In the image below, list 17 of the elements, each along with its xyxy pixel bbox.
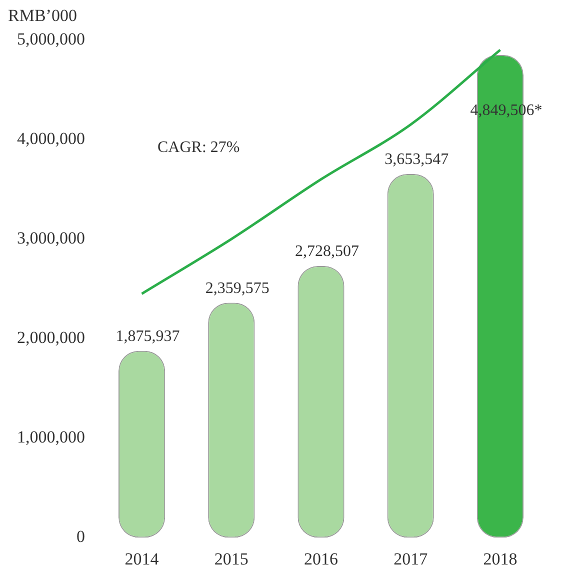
x-tick-label: 2015: [214, 549, 248, 568]
data-label: 1,875,937: [116, 328, 180, 345]
x-tick-label: 2014: [124, 549, 160, 568]
y-axis-title: RMB’000: [8, 6, 77, 26]
y-tick-label: 0: [76, 527, 85, 546]
y-tick-label: 4,000,000: [17, 128, 85, 148]
y-tick-label: 2,000,000: [17, 328, 85, 348]
y-tick-label: 3,000,000: [17, 228, 85, 248]
x-tick-label: 2016: [304, 549, 338, 568]
y-tick-label: 5,000,000: [17, 29, 85, 48]
y-tick-label: 1,000,000: [17, 428, 85, 447]
x-tick-label: 2017: [394, 549, 428, 568]
data-label: 2,359,575: [205, 280, 270, 297]
annotation: CAGR: 27%: [157, 139, 240, 156]
data-label: 3,653,547: [384, 151, 449, 168]
data-label: 2,728,507: [295, 243, 359, 260]
x-tick-label: 2018: [483, 549, 518, 568]
